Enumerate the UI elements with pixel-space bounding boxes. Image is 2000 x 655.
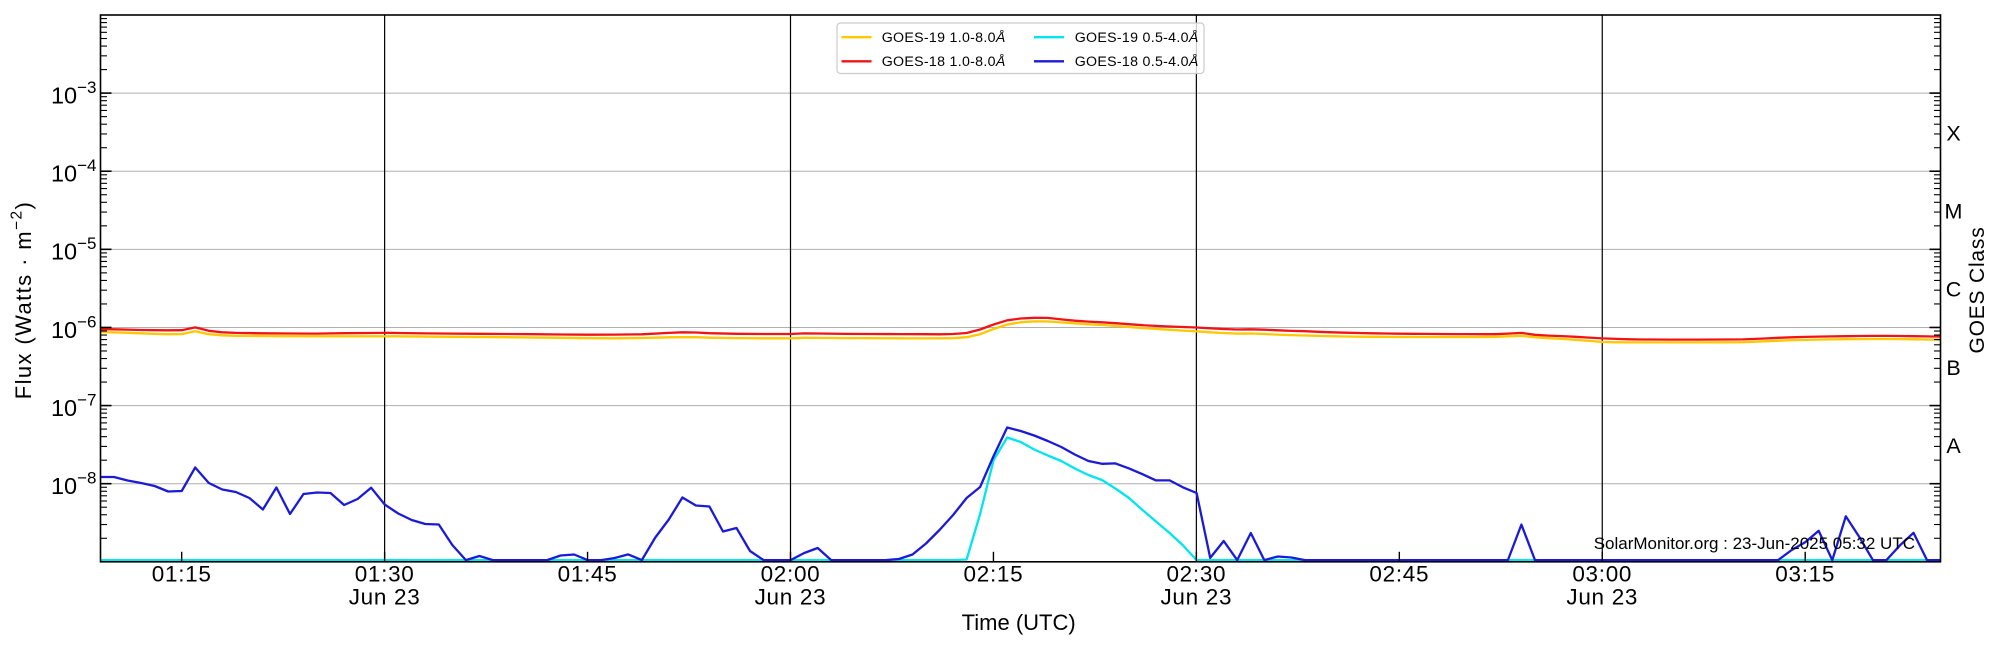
svg-text:Jun 23: Jun 23 [755, 585, 827, 610]
svg-text:03:15: 03:15 [1775, 562, 1835, 587]
svg-text:02:00: 02:00 [761, 562, 821, 587]
svg-text:10−6: 10−6 [51, 312, 97, 343]
svg-text:10−7: 10−7 [51, 390, 97, 421]
svg-text:10−3: 10−3 [51, 78, 97, 109]
svg-text:B: B [1946, 356, 1960, 380]
svg-text:03:00: 03:00 [1572, 562, 1632, 587]
svg-text:X: X [1946, 121, 1960, 145]
svg-text:10−8: 10−8 [51, 468, 97, 499]
svg-text:GOES-18 1.0-8.0Å: GOES-18 1.0-8.0Å [882, 53, 1006, 70]
svg-text:GOES Class: GOES Class [1966, 226, 1989, 353]
svg-text:02:15: 02:15 [964, 562, 1024, 587]
svg-text:SolarMonitor.org : 23-Jun-2025: SolarMonitor.org : 23-Jun-2025 05:32 UTC [1594, 534, 1915, 553]
svg-text:10−5: 10−5 [51, 234, 97, 265]
svg-text:M: M [1945, 200, 1963, 224]
svg-text:02:45: 02:45 [1369, 562, 1429, 587]
svg-text:C: C [1946, 278, 1962, 302]
svg-text:Jun 23: Jun 23 [1566, 585, 1638, 610]
svg-text:GOES-18 0.5-4.0Å: GOES-18 0.5-4.0Å [1075, 53, 1199, 70]
svg-text:Jun 23: Jun 23 [1160, 585, 1232, 610]
svg-text:Flux (Watts · m−2): Flux (Watts · m−2) [9, 201, 37, 400]
svg-text:02:30: 02:30 [1166, 562, 1226, 587]
svg-text:GOES-19 0.5-4.0Å: GOES-19 0.5-4.0Å [1075, 29, 1199, 46]
svg-text:01:15: 01:15 [152, 562, 212, 587]
svg-text:A: A [1946, 434, 1961, 458]
svg-text:01:30: 01:30 [355, 562, 415, 587]
svg-text:GOES-19 1.0-8.0Å: GOES-19 1.0-8.0Å [882, 29, 1006, 46]
svg-text:10−4: 10−4 [51, 156, 97, 187]
svg-text:Jun 23: Jun 23 [349, 585, 421, 610]
svg-text:01:45: 01:45 [558, 562, 618, 587]
svg-text:Time (UTC): Time (UTC) [962, 610, 1076, 635]
